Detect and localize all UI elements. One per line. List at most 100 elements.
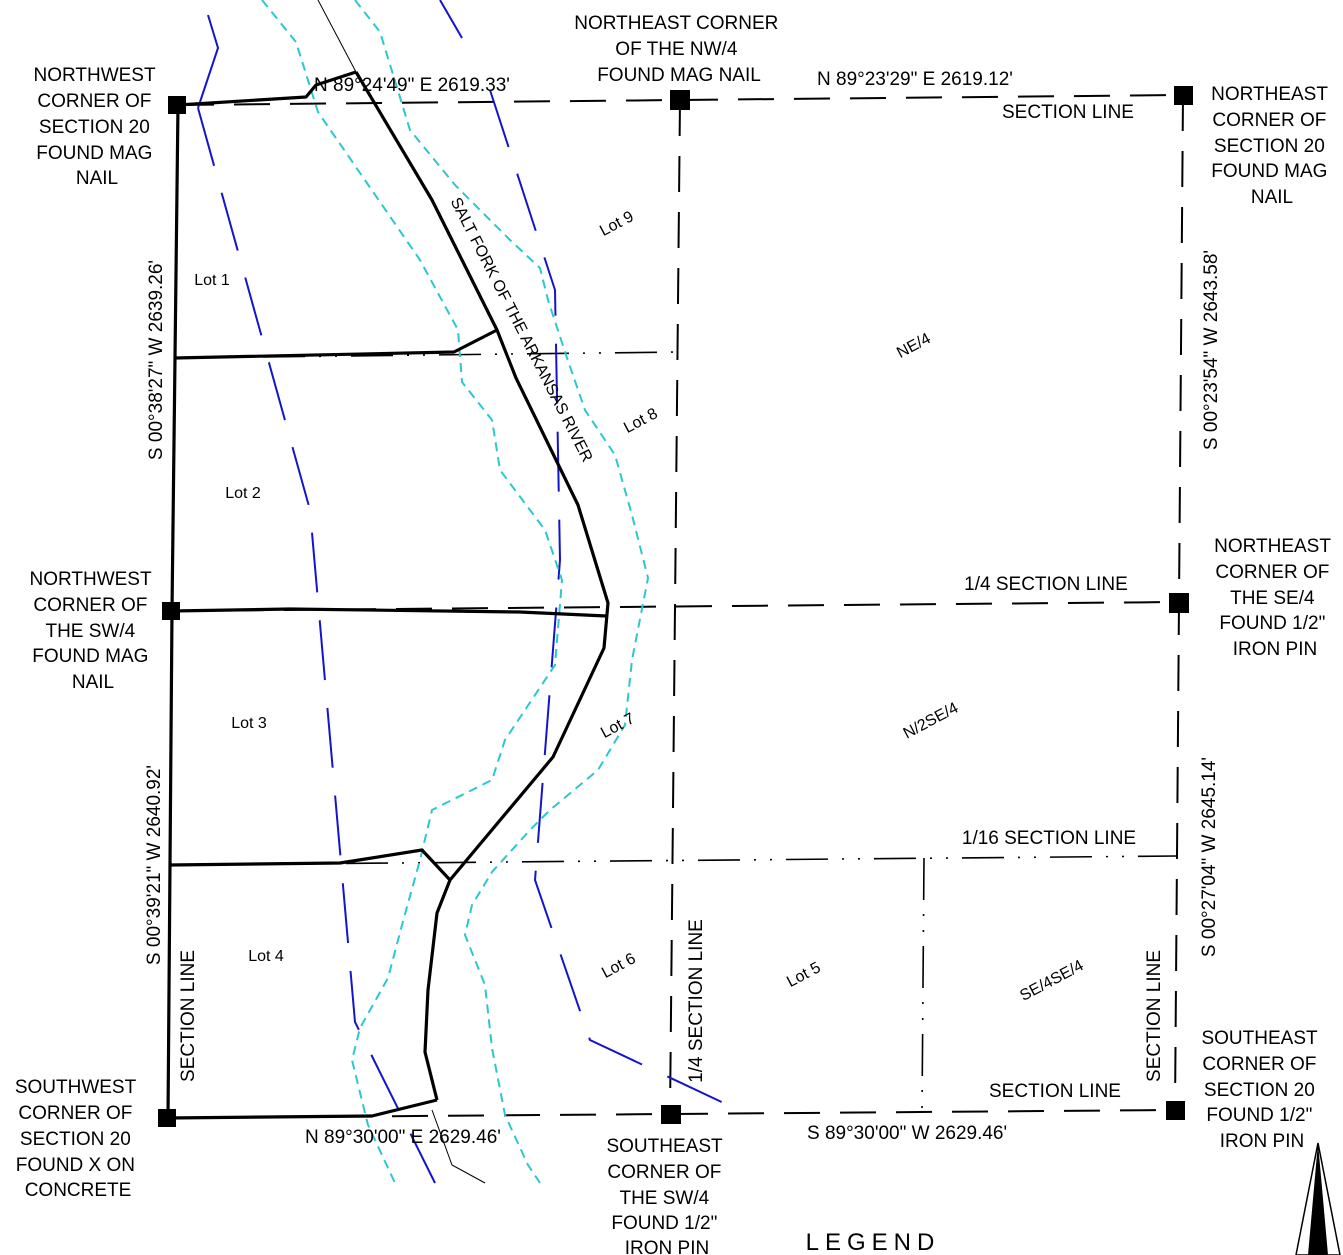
sixteenth-lines (169, 351, 1178, 1113)
se-sw4-corner-label: SOUTHEAST CORNER OF THE SW/4 FOUND 1/2" … (606, 1136, 727, 1255)
sw-section-line-2: CORNER OF (18, 1103, 132, 1124)
bearing-south-east: S 89°30'00" W 2629.46' (807, 1123, 1007, 1144)
se-section-line-4: FOUND 1/2" (1206, 1105, 1312, 1126)
bearing-north-east: N 89°23'29" E 2619.12' (817, 69, 1013, 90)
ne-nw4-line-1: NORTHEAST CORNER (574, 13, 778, 34)
ne-se4-line-5: IRON PIN (1233, 639, 1317, 660)
ne-se4-line-2: CORNER OF (1215, 562, 1329, 583)
sw-section-line-4: FOUND X ON (16, 1155, 135, 1176)
monument-nw-sw4 (162, 602, 180, 620)
ne-se4-line-3: THE SE/4 (1230, 588, 1315, 609)
se-section-line-1: SOUTHEAST (1201, 1028, 1318, 1049)
nw-section-line-5: NAIL (76, 168, 118, 189)
se-sw4-line-5: IRON PIN (625, 1238, 709, 1255)
blue-line-west (197, 107, 436, 1184)
bearing-west-upper: S 00°38'27" W 2639.26' (146, 260, 167, 460)
se4se4-label: SE/4SE/4 (1017, 957, 1086, 1005)
ne-section-line-4: FOUND MAG (1211, 161, 1327, 182)
se-sw4-line-4: FOUND 1/2" (611, 1213, 717, 1234)
monument-ne-nw4 (670, 90, 690, 110)
se-sw4-line-2: CORNER OF (607, 1162, 721, 1183)
blue-line-west-top (197, 14, 220, 109)
ne-nw4-line-3: FOUND MAG NAIL (597, 65, 761, 86)
sw-section-line-1: SOUTHWEST (15, 1077, 137, 1098)
nw-section-line-2: CORNER OF (37, 91, 151, 112)
n2se4-label: N/2SE/4 (901, 699, 962, 742)
monument-se-section (1166, 1101, 1185, 1120)
bearing-west-lower: S 00°39'21" W 2640.92' (144, 765, 165, 965)
quarter-section-line-label-ns: 1/4 SECTION LINE (686, 919, 707, 1083)
nw-sw4-line-3: THE SW/4 (45, 621, 135, 642)
se-section-line-3: SECTION 20 (1204, 1080, 1315, 1101)
monument-nw-section (168, 96, 186, 114)
lot-2-label: Lot 2 (225, 485, 261, 502)
nw-section-line-4: FOUND MAG (36, 143, 152, 164)
ne-section-corner-label: NORTHEAST CORNER OF SECTION 20 FOUND MAG… (1211, 84, 1333, 208)
lot-5-label: Lot 5 (784, 959, 823, 991)
lot-6-label: Lot 6 (599, 950, 638, 982)
bearing-labels: N 89°24'49" E 2619.33' N 89°23'29" E 261… (144, 69, 1222, 1148)
lot-line-1-2 (174, 328, 498, 360)
monument-sw-section (158, 1109, 176, 1127)
river-banks (261, 0, 650, 1184)
monument-ne-section (1174, 86, 1193, 105)
lot-1-label: Lot 1 (194, 272, 230, 289)
corner-monuments (158, 86, 1193, 1127)
ne-se4-line-4: FOUND 1/2" (1219, 613, 1325, 634)
ne-section-line-1: NORTHEAST (1211, 84, 1328, 105)
nw-section-corner-label: NORTHWEST CORNER OF SECTION 20 FOUND MAG… (33, 65, 160, 189)
se-section-corner-label: SOUTHEAST CORNER OF SECTION 20 FOUND 1/2… (1201, 1028, 1322, 1152)
se-sw4-line-1: SOUTHEAST (606, 1136, 723, 1157)
ne-se4-line-1: NORTHEAST (1214, 536, 1331, 557)
section-lines (167, 94, 1184, 1119)
nw-sw4-line-2: CORNER OF (33, 595, 147, 616)
blue-line-east (489, 89, 746, 1114)
river-line (354, 71, 610, 1101)
bearing-east-lower: S 00°27'04" W 2645.14' (1199, 757, 1220, 957)
se-sw4-line-3: THE SW/4 (619, 1188, 709, 1209)
river-bank-east (354, 0, 650, 1184)
nw-sw4-line-4: FOUND MAG (32, 646, 148, 667)
se-section-line-5: IRON PIN (1220, 1131, 1304, 1152)
bearing-east-upper: S 00°23'54" W 2643.58' (1201, 250, 1222, 450)
lot-4-label: Lot 4 (248, 948, 284, 965)
section-line-label-south: SECTION LINE (989, 1081, 1121, 1102)
blue-line-east-top (439, 0, 463, 39)
se-section-line-2: CORNER OF (1202, 1054, 1316, 1075)
section-line-label-north: SECTION LINE (1002, 102, 1134, 123)
centerline (317, 0, 486, 1184)
nw-section-line-1: NORTHWEST (33, 65, 155, 86)
river-label: SALT FORK OF THE ARKANSAS RIVER (447, 195, 596, 465)
monument-ne-se4 (1169, 593, 1189, 613)
blue-lines (197, 0, 746, 1184)
monument-se-sw4 (661, 1105, 681, 1124)
lot-8-label: Lot 8 (621, 405, 660, 437)
nw-sw4-line-1: NORTHWEST (29, 569, 151, 590)
legend-title: LEGEND (806, 1229, 941, 1255)
sw-section-corner-label: SOUTHWEST CORNER OF SECTION 20 FOUND X O… (15, 1077, 141, 1201)
sixteenth-section-line-label: 1/16 SECTION LINE (962, 828, 1136, 849)
sixteenth-line-vertical (921, 857, 925, 1113)
centerline-north (317, 0, 357, 73)
ne-section-line-2: CORNER OF (1212, 110, 1326, 131)
quarter-section-line-ns (669, 99, 681, 1115)
section-line-label-west: SECTION LINE (178, 950, 199, 1082)
nw-sw4-corner-label: NORTHWEST CORNER OF THE SW/4 FOUND MAG N… (29, 569, 156, 693)
river-bank-west (261, 0, 564, 1184)
north-arrow-icon (1295, 1142, 1341, 1255)
ne-se4-corner-label: NORTHEAST CORNER OF THE SE/4 FOUND 1/2" … (1214, 536, 1336, 660)
boundary-lines (166, 70, 610, 1120)
lot-9-label: Lot 9 (597, 208, 636, 240)
lot-line-3-4 (169, 848, 452, 882)
corner-labels: NORTHWEST CORNER OF SECTION 20 FOUND MAG… (15, 13, 1336, 1255)
ne-section-line-3: SECTION 20 (1214, 136, 1325, 157)
sw-section-line-5: CONCRETE (25, 1180, 132, 1201)
line-labels: SECTION LINE SECTION LINE SECTION LINE S… (178, 102, 1165, 1102)
quarter-section-line-label-ew: 1/4 SECTION LINE (964, 574, 1128, 595)
ne-section-line-5: NAIL (1251, 187, 1293, 208)
bearing-north-west: N 89°24'49" E 2619.33' (314, 75, 510, 96)
ne4-label: NE/4 (894, 330, 933, 362)
lot-line-2-3 (171, 607, 607, 618)
nw-sw4-line-5: NAIL (72, 672, 114, 693)
